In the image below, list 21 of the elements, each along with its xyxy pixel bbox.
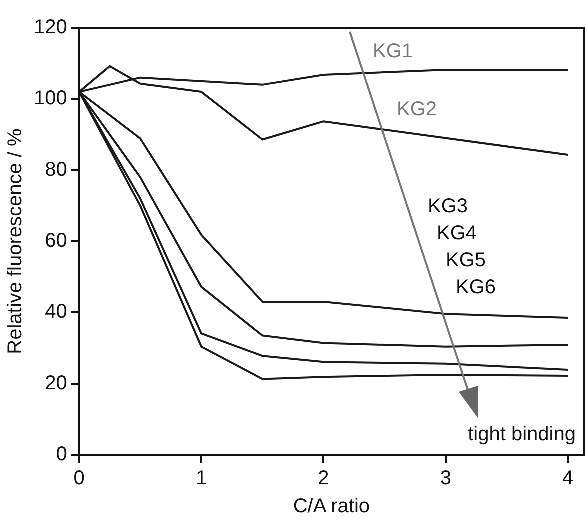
x-tick-label: 3 (440, 468, 452, 490)
annotation: KG5 (446, 250, 486, 272)
y-tick-label: 100 (34, 88, 68, 110)
y-tick-label: 120 (34, 16, 68, 39)
y-tick-label: 60 (45, 230, 68, 252)
x-tick-label: 2 (318, 468, 330, 490)
x-tick-label: 1 (196, 468, 208, 490)
y-tick-label: 20 (45, 372, 68, 394)
annotation: KG6 (456, 276, 496, 299)
series-label: KG2 (396, 98, 438, 121)
x-tick-label: 4 (562, 468, 574, 490)
y-axis-title: Relative fluorescence / % (4, 128, 27, 354)
annotation: tight binding (468, 424, 576, 446)
annotation: KG4 (436, 222, 478, 245)
series-label: KG1 (372, 40, 414, 63)
y-tick-label: 80 (45, 158, 68, 181)
x-tick-label: 0 (74, 468, 85, 490)
x-axis-title: C/A ratio (293, 496, 370, 518)
annotation: KG3 (428, 196, 468, 218)
y-tick-label: 40 (45, 301, 68, 324)
y-tick-label: 0 (56, 444, 68, 466)
